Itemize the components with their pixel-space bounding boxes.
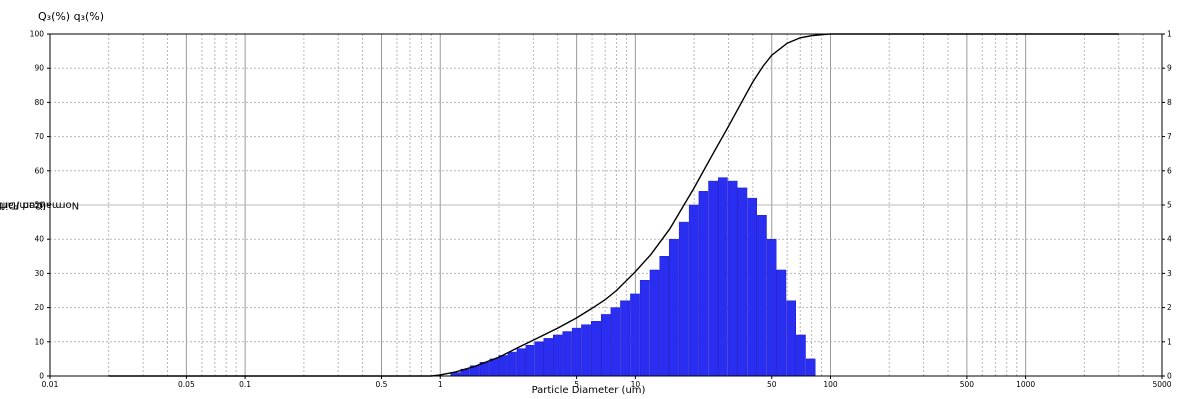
histogram-bar [581,324,591,377]
x-tick-label: 50 [767,380,777,389]
frequency-histogram [450,177,816,377]
y-tick-label-right: 3 [1167,269,1172,278]
histogram-bar [747,197,757,377]
y-tick-label-right: 4 [1167,235,1172,244]
y-tick-label-left: 50 [34,201,44,210]
histogram-bar [698,191,709,377]
x-tick-label: 0.01 [42,380,59,389]
histogram-bar [610,307,621,377]
y-tick-label-right: 5 [1167,201,1172,210]
y-axis-title-line2: (Cum/Diff) [0,199,47,211]
histogram-bar [796,334,806,377]
y-axis-unit-label: Q₃(%) q₃(%) [38,10,105,23]
histogram-bar [590,321,601,377]
x-tick-label: 500 [960,380,975,389]
histogram-bar [688,204,699,377]
x-axis-title: Particle Diameter (um) [531,385,646,396]
y-tick-label-left: 0 [39,372,44,381]
histogram-bar [718,177,728,377]
y-tick-label-right: 1 [1167,337,1172,346]
histogram-bar [786,300,797,377]
x-tick-label: 1 [438,380,443,389]
histogram-bar [516,348,526,377]
histogram-bar [639,279,650,377]
y-tick-label-left: 60 [34,166,44,175]
histogram-bar [678,221,689,377]
y-tick-label-left: 20 [34,303,44,312]
y-tick-label-right: 8 [1167,98,1172,107]
cumulative-curve [108,33,1119,377]
y-tick-label-right: 7 [1167,132,1172,141]
histogram-bar [562,331,572,377]
y-tick-label-right: 2 [1167,303,1172,312]
histogram-bar [553,334,563,377]
histogram-bar [776,269,787,377]
histogram-bar [620,300,631,377]
y-tick-label-left: 10 [34,337,44,346]
histogram-bar [708,180,718,377]
y-tick-label-right: 0 [1167,372,1172,381]
histogram-bar [498,355,508,377]
y-tick-label-right: 6 [1167,166,1172,175]
histogram-bar [534,341,544,377]
histogram-bar [659,256,669,377]
histogram-bar [757,215,767,377]
x-tick-label: 100 [823,380,838,389]
x-tick-label: 5000 [1152,380,1171,389]
histogram-bar [543,338,553,377]
x-tick-label: 0.1 [239,380,251,389]
y-tick-label-left: 100 [30,30,45,39]
histogram-bar [525,344,535,377]
histogram-bar [649,269,660,377]
histogram-bar [630,293,640,377]
histogram-bar [805,358,816,377]
histogram-bar [571,327,582,377]
x-tick-label: 0.05 [178,380,195,389]
y-tick-label-left: 70 [34,132,44,141]
x-tick-label: 10 [631,380,641,389]
x-tick-label: 1000 [1016,380,1035,389]
y-tick-label-left: 80 [34,98,44,107]
y-tick-label-right: 1 [1167,30,1172,39]
histogram-bar [727,180,738,377]
histogram-bar [507,351,517,377]
x-tick-label: 0.5 [376,380,388,389]
y-tick-label-left: 30 [34,269,44,278]
histogram-bar [601,314,611,377]
y-tick-label-left: 90 [34,64,44,73]
y-tick-label-left: 40 [34,235,44,244]
histogram-bar [766,238,777,377]
x-tick-label: 5 [574,380,579,389]
y-tick-label-right: 9 [1167,64,1172,73]
histogram-bar [489,358,499,377]
histogram-bar [669,238,679,377]
histogram-bar [737,187,748,377]
axis-ticks: 0.01 0.05 0.1 0.5 1 5 10 50 100 500 1000 5000010203… [30,30,1172,390]
